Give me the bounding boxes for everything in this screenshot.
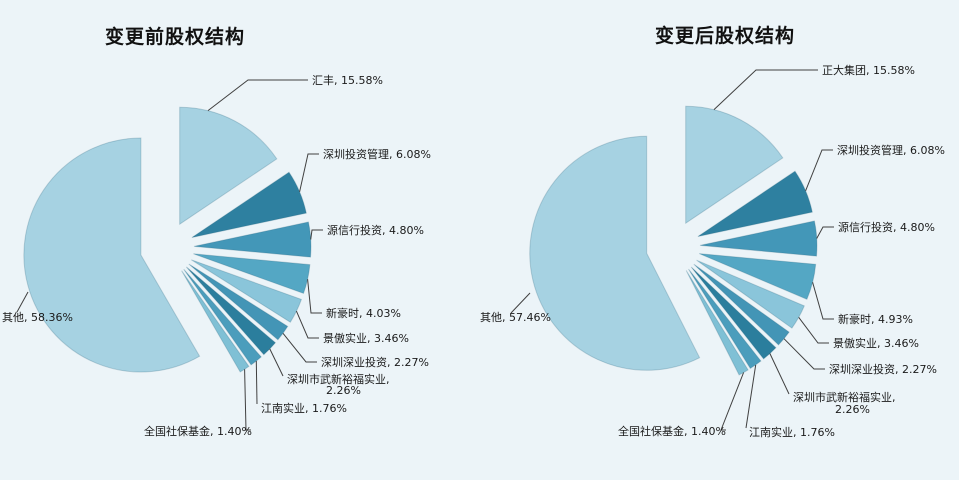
pie-slice (529, 135, 701, 371)
leader-line (745, 364, 757, 429)
slice-label: 江南实业, 1.76% (261, 401, 347, 415)
slice-label: 汇丰, 15.58% (312, 74, 383, 87)
slice-label: 源信行投资, 4.80% (838, 220, 935, 234)
pie-slice (179, 106, 278, 226)
pie-slice (685, 270, 749, 376)
pie-slice (23, 137, 201, 373)
slice-label: 2.26% (326, 384, 361, 397)
slice-label: 景傲实业, 3.46% (833, 336, 919, 350)
leader-line (816, 226, 834, 239)
leader-line (207, 79, 308, 111)
pie-slice (688, 268, 762, 370)
leader-line (244, 369, 251, 431)
slice-label: 深圳深业投资, 2.27% (321, 355, 429, 369)
leader-line (783, 338, 825, 370)
pie-chart-after: 正大集团, 15.58% 深圳投资管理, 6.08% 源信行投资, 4.80% 新豪时… (480, 63, 945, 439)
pie-slice (685, 105, 784, 225)
slice-label: 景傲实业, 3.46% (323, 331, 409, 345)
slice-label: 深圳投资管理, 6.08% (323, 147, 431, 161)
slice-label: 源信行投资, 4.80% (327, 223, 424, 237)
leader-line (769, 353, 790, 395)
leader-line (805, 149, 833, 191)
pie-slice (181, 270, 250, 373)
leader-line (812, 282, 834, 320)
leader-line (16, 291, 29, 313)
leader-line (713, 69, 818, 110)
leader-line (269, 348, 284, 377)
slice-label: 新豪时, 4.03% (326, 306, 401, 320)
chart-title-before: 变更前股权结构 (105, 26, 246, 48)
leader-line (510, 292, 531, 314)
slice-label: 全国社保基金, 1.40% (618, 424, 726, 438)
slice-label: 正大集团, 15.58% (822, 63, 915, 77)
slice-label: 深圳市武新裕福实业, (287, 372, 390, 386)
slice-label: 深圳市武新裕福实业, (793, 390, 896, 404)
leader-line (720, 372, 745, 431)
pie-slice (185, 266, 277, 356)
slice-label: 新豪时, 4.93% (838, 312, 913, 326)
slice-label: 深圳深业投资, 2.27% (829, 362, 937, 376)
chart-title-after: 变更后股权结构 (655, 25, 796, 47)
slice-label: 江南实业, 1.76% (749, 425, 835, 439)
leader-line (299, 153, 319, 192)
leader-line (307, 279, 322, 314)
leader-line (282, 332, 317, 363)
slice-label: 其他, 58.36% (2, 311, 73, 324)
leader-line (255, 360, 258, 405)
pie-chart-before: 汇丰, 15.58% 深圳投资管理, 6.08% 源信行投资, 4.80% 新豪时, … (2, 74, 431, 438)
pie-slice (191, 171, 307, 238)
pie-slice (699, 253, 817, 300)
slice-label: 其他, 57.46% (480, 311, 551, 324)
leader-line (310, 229, 323, 240)
leader-line (798, 316, 829, 344)
pie-slice (697, 170, 813, 237)
slice-label: 2.26% (835, 403, 870, 416)
slice-label: 全国社保基金, 1.40% (144, 424, 252, 438)
leader-line (295, 310, 319, 339)
slice-label: 深圳投资管理, 6.08% (837, 143, 945, 157)
